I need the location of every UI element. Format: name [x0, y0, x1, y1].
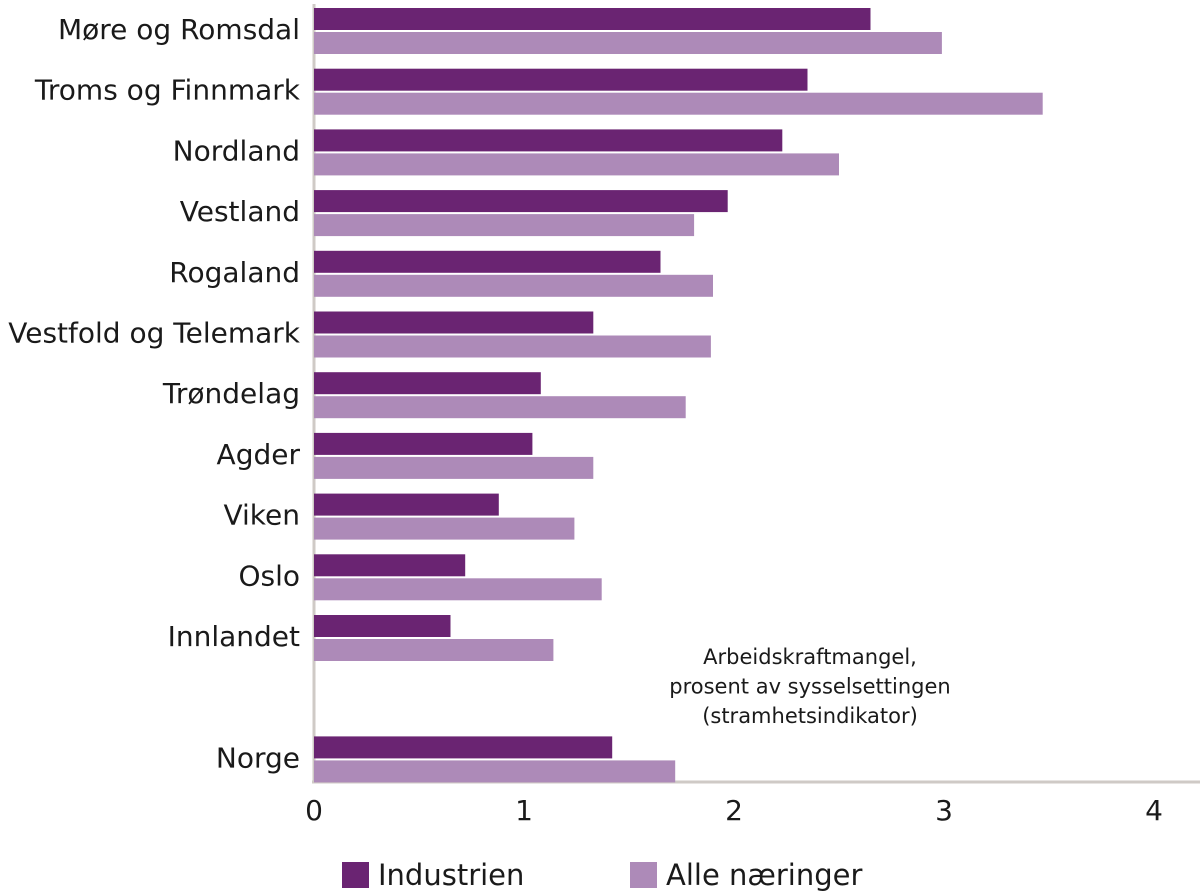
legend-swatch [630, 862, 657, 888]
x-tick-label: 0 [305, 794, 323, 827]
y-tick-label: Nordland [173, 134, 300, 167]
bar [314, 615, 451, 637]
y-tick-label: Troms og Finnmark [34, 74, 301, 107]
bar [314, 335, 711, 358]
legend-label: Industrien [378, 858, 524, 892]
x-tick-label: 4 [1145, 794, 1163, 827]
bar [314, 396, 686, 419]
y-tick-label: Rogaland [169, 256, 300, 289]
legend-label: Alle næringer [666, 858, 862, 892]
legend-swatch [342, 862, 369, 888]
x-tick-label: 2 [725, 794, 743, 827]
bar [314, 68, 808, 91]
y-tick-label: Vestland [180, 195, 300, 228]
y-tick-label: Trøndelag [162, 377, 300, 410]
annotation: (stramhetsindikator) [702, 704, 918, 728]
bar [314, 92, 1043, 115]
annotation: prosent av sysselsettingen [669, 675, 950, 699]
bar [314, 554, 466, 577]
y-tick-label: Møre og Romsdal [58, 13, 300, 46]
bar [314, 760, 676, 783]
bar [314, 190, 728, 213]
bar [314, 32, 942, 54]
y-tick-label: Oslo [238, 559, 300, 592]
bar [314, 8, 871, 30]
bar [314, 129, 783, 152]
bar [314, 432, 533, 455]
annotation: Arbeidskraftmangel, [703, 645, 917, 669]
bar [314, 517, 575, 540]
bar [314, 372, 541, 395]
x-tick-label: 1 [515, 794, 533, 827]
bar [314, 214, 695, 237]
y-tick-label: Norge [216, 741, 300, 774]
bar [314, 274, 713, 297]
bar [314, 153, 839, 176]
bar [314, 311, 594, 334]
x-tick-label: 3 [935, 794, 953, 827]
bar [314, 578, 602, 601]
y-tick-label: Vestfold og Telemark [8, 317, 301, 350]
bar [314, 456, 594, 479]
bar [314, 493, 499, 516]
bar [314, 639, 554, 661]
bar [314, 736, 613, 759]
y-tick-label: Agder [217, 438, 301, 471]
y-tick-label: Innlandet [168, 620, 300, 653]
bar [314, 250, 661, 273]
y-tick-label: Viken [223, 499, 300, 532]
